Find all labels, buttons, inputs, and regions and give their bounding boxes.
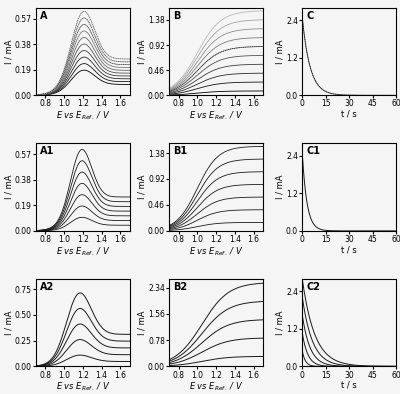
Y-axis label: I / mA: I / mA	[138, 175, 146, 199]
Text: C2: C2	[306, 282, 320, 292]
Y-axis label: I / mA: I / mA	[138, 310, 146, 335]
Y-axis label: I / mA: I / mA	[276, 39, 284, 64]
Text: B2: B2	[173, 282, 187, 292]
X-axis label: t / s: t / s	[341, 245, 357, 255]
Text: C: C	[306, 11, 313, 20]
Y-axis label: I / mA: I / mA	[138, 39, 146, 64]
Text: A2: A2	[40, 282, 54, 292]
X-axis label: t / s: t / s	[341, 381, 357, 390]
X-axis label: E vs E$_{Ref.}$ / V: E vs E$_{Ref.}$ / V	[56, 245, 110, 258]
Text: B1: B1	[173, 146, 187, 156]
Text: A: A	[40, 11, 47, 20]
Text: A1: A1	[40, 146, 54, 156]
Y-axis label: I / mA: I / mA	[276, 310, 284, 335]
X-axis label: E vs E$_{Ref.}$ / V: E vs E$_{Ref.}$ / V	[189, 245, 243, 258]
Y-axis label: I / mA: I / mA	[4, 310, 14, 335]
Y-axis label: I / mA: I / mA	[276, 175, 284, 199]
Y-axis label: I / mA: I / mA	[4, 175, 14, 199]
Y-axis label: I / mA: I / mA	[4, 39, 14, 64]
X-axis label: E vs E$_{Ref.}$ / V: E vs E$_{Ref.}$ / V	[189, 381, 243, 394]
Text: C1: C1	[306, 146, 320, 156]
X-axis label: t / s: t / s	[341, 110, 357, 119]
X-axis label: E vs E$_{Ref.}$ / V: E vs E$_{Ref.}$ / V	[56, 381, 110, 394]
X-axis label: E vs E$_{Ref.}$ / V: E vs E$_{Ref.}$ / V	[189, 110, 243, 123]
X-axis label: E vs E$_{Ref.}$ / V: E vs E$_{Ref.}$ / V	[56, 110, 110, 123]
Text: B: B	[173, 11, 180, 20]
